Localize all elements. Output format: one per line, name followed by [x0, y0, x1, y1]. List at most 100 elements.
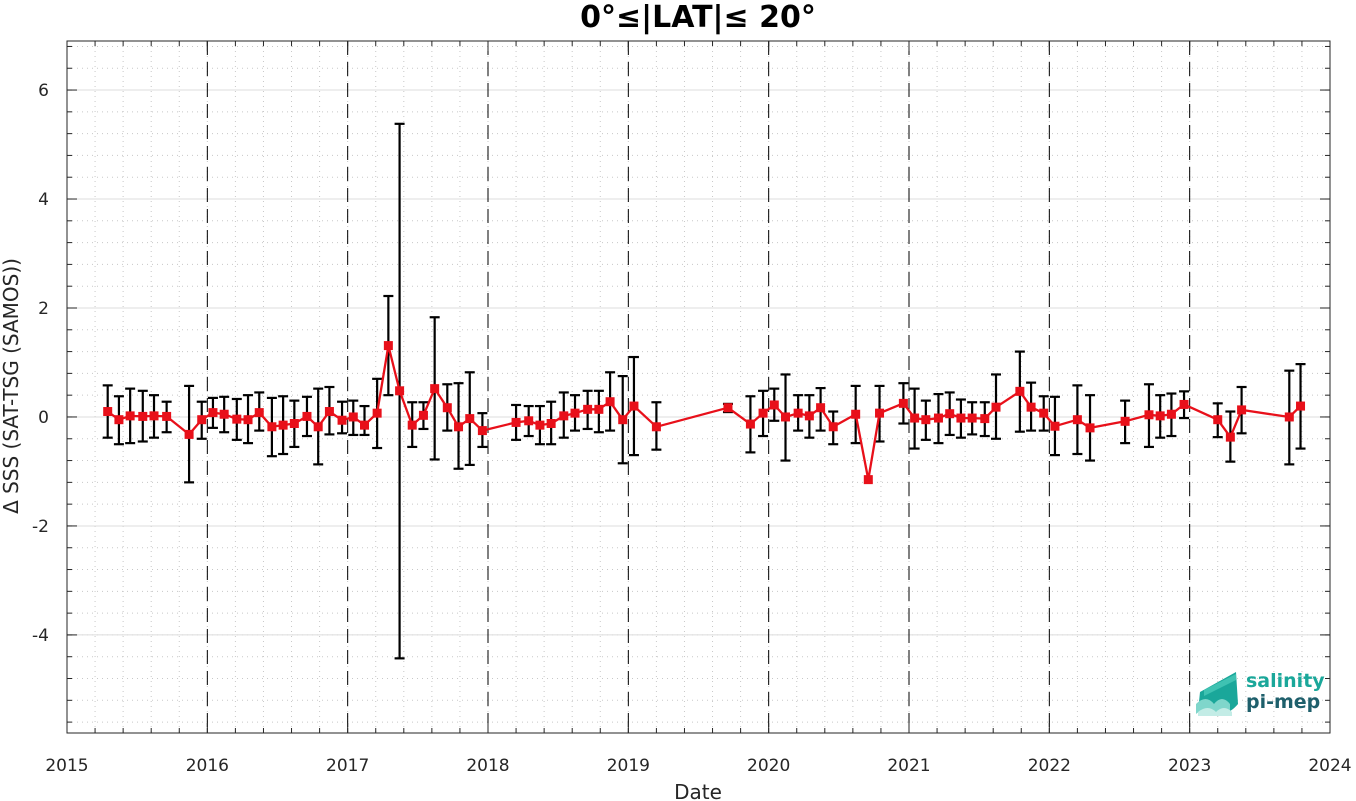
data-point	[1237, 405, 1247, 415]
data-point	[793, 408, 803, 418]
data-point	[1144, 410, 1154, 420]
data-point	[1050, 421, 1060, 431]
data-point	[956, 413, 966, 423]
x-axis-label: Date	[674, 780, 722, 801]
data-point	[618, 415, 628, 425]
wave-icon	[1196, 672, 1238, 716]
data-point	[243, 415, 253, 425]
data-point	[372, 408, 382, 418]
chart-title: 0°≤|LAT|≤ 20°	[580, 0, 816, 35]
data-point	[898, 398, 908, 408]
data-point	[278, 420, 288, 430]
x-tick-label: 2022	[1028, 756, 1071, 776]
data-point	[219, 409, 229, 419]
y-tick-labels: -4 -2 0 2 4 6	[32, 81, 49, 646]
data-point	[383, 341, 393, 351]
data-point	[418, 410, 428, 420]
data-point	[524, 416, 534, 426]
data-point	[828, 422, 838, 432]
x-tick-label: 2019	[607, 756, 650, 776]
data-point	[629, 401, 639, 411]
data-point	[910, 413, 920, 423]
data-point	[1296, 401, 1306, 411]
data-point	[723, 403, 733, 413]
data-point	[267, 422, 277, 432]
data-point	[559, 411, 569, 421]
data-point	[324, 407, 334, 417]
data-point	[605, 397, 615, 407]
data-point	[816, 403, 826, 413]
x-tick-label: 2023	[1168, 756, 1211, 776]
data-point	[863, 475, 873, 485]
y-axis-label: Δ SSS (SAT-TSG (SAMOS))	[0, 258, 23, 514]
data-point	[546, 419, 556, 429]
data-point	[208, 408, 218, 418]
data-point	[1120, 416, 1130, 426]
data-point	[465, 414, 475, 424]
data-point	[1085, 423, 1095, 433]
data-point	[651, 422, 661, 432]
data-point	[875, 408, 885, 418]
x-tick-label: 2024	[1308, 756, 1351, 776]
x-tick-label: 2015	[45, 756, 88, 776]
data-point	[197, 415, 207, 425]
data-point	[921, 415, 931, 425]
data-point	[289, 419, 299, 429]
year-boundaries	[206, 41, 1191, 733]
data-point	[781, 412, 791, 422]
data-point	[232, 414, 242, 424]
data-point	[125, 411, 135, 421]
x-tick-label: 2016	[186, 756, 229, 776]
data-point	[945, 409, 955, 419]
data-point	[302, 411, 312, 421]
y-tick-label: -4	[32, 626, 49, 646]
series	[103, 341, 1306, 485]
data-point	[1166, 409, 1176, 419]
data-point	[184, 429, 194, 439]
y-tick-label: 0	[38, 408, 49, 428]
data-point	[337, 415, 347, 425]
data-point	[1225, 432, 1235, 442]
data-point	[1284, 412, 1294, 422]
data-point	[933, 413, 943, 423]
logo-line-1: salinity	[1246, 670, 1325, 692]
data-point	[454, 422, 464, 432]
y-tick-label: 6	[38, 81, 49, 101]
data-point	[511, 417, 521, 427]
data-point	[745, 419, 755, 429]
x-tick-label: 2018	[466, 756, 509, 776]
data-point	[980, 414, 990, 424]
plot-area	[66, 40, 1331, 734]
data-point	[254, 408, 264, 418]
y-tick-label: -2	[32, 517, 49, 537]
data-point	[570, 408, 580, 418]
logo-line-2: pi-mep	[1246, 691, 1320, 713]
data-point	[407, 420, 417, 430]
data-point	[1179, 399, 1189, 409]
data-point	[594, 404, 604, 414]
data-point	[804, 411, 814, 421]
data-point	[360, 420, 370, 430]
data-point	[477, 426, 487, 436]
data-point	[535, 420, 545, 430]
data-point	[114, 415, 124, 425]
x-tick-label: 2020	[747, 756, 790, 776]
data-point	[313, 422, 323, 432]
data-point	[1039, 408, 1049, 418]
data-point	[103, 407, 113, 417]
y-tick-label: 2	[38, 299, 49, 319]
y-tick-label: 4	[38, 190, 49, 210]
salinity-pi-mep-logo: salinity pi-mep	[1196, 670, 1325, 716]
x-tick-label: 2021	[887, 756, 930, 776]
data-point	[442, 403, 452, 413]
data-point	[851, 409, 861, 419]
data-point	[162, 411, 172, 421]
data-point	[138, 411, 148, 421]
data-point	[583, 404, 593, 414]
x-tick-labels: 2015 2016 2017 2018 2019 2020 2021 2022 2023 2024	[45, 756, 1351, 776]
data-point	[758, 408, 768, 418]
data-point	[1015, 386, 1025, 396]
data-point	[430, 384, 440, 394]
data-point	[991, 402, 1001, 412]
